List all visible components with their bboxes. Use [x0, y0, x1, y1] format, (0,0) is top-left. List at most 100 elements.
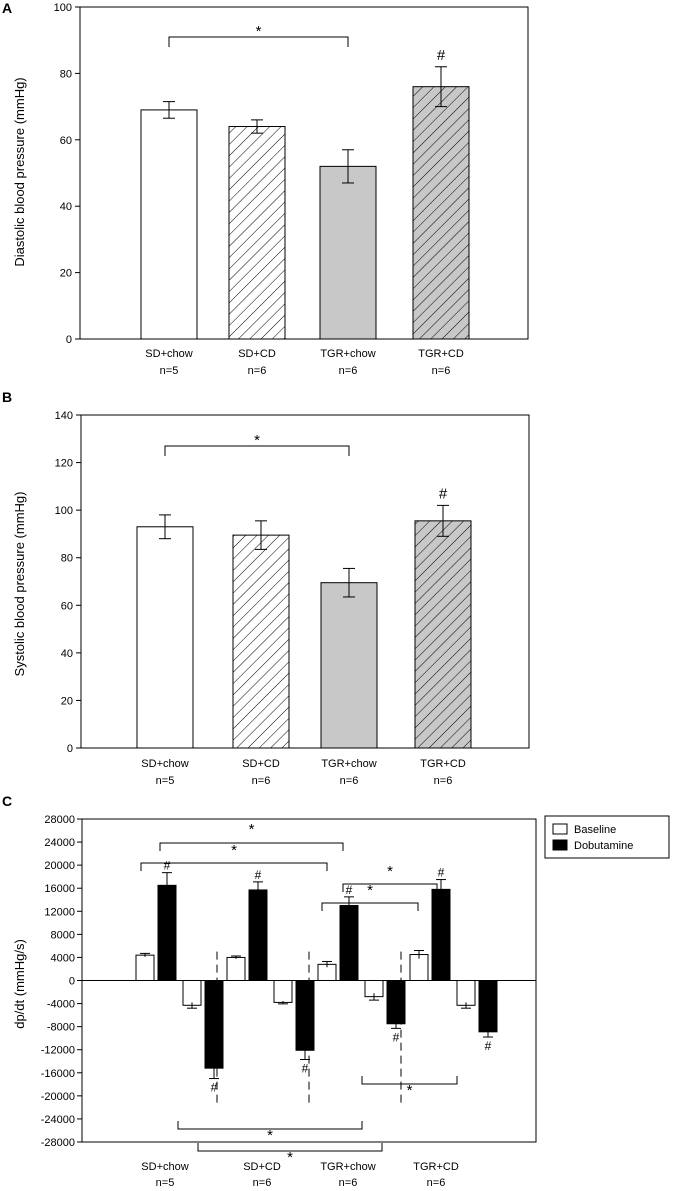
panel-b-y-axis-label: Systolic blood pressure (mmHg) [12, 492, 27, 677]
panel-c-legend-swatch-baseline [552, 823, 568, 835]
panel-c-hash-mark: # [164, 859, 171, 873]
panel-c-significance-star: * [267, 1127, 273, 1144]
panel-a-y-tick-label: 60 [60, 135, 72, 147]
panel-a-n-label: n=5 [160, 365, 179, 377]
panel-c-bar [339, 905, 359, 982]
panel-b-plot-frame [80, 414, 530, 749]
panel-c-y-tick-label: 0 [69, 976, 75, 988]
panel-b-y-tick-label: 20 [61, 695, 73, 707]
panel-c-significance-bracket [361, 1076, 458, 1085]
panel-b-chart: 0 20 40 60 80 100 120 140 SD+chow n=5 SD+CD n=6 TGR+… [55, 410, 530, 787]
panel-b-y-tick-label: 0 [67, 743, 73, 755]
panel-c-hash-mark: # [346, 883, 353, 897]
panel-c-y-tick-label: 8000 [51, 929, 75, 941]
panel-c-y-axis-label: dp/dt (mmHg/s) [12, 939, 27, 1029]
panel-a-bar [319, 165, 377, 340]
panel-b-category-label: TGR+CD [420, 758, 466, 770]
panel-b-bar [136, 526, 194, 749]
panel-a-category-label: SD+CD [238, 348, 276, 360]
panel-a-significance-star: * [256, 23, 262, 40]
panel-c-bar [431, 888, 451, 981]
panel-c-y-tick-label: 12000 [44, 906, 75, 918]
panel-a-category-label: TGR+CD [418, 348, 464, 360]
panel-b-y-tick-label: 40 [61, 648, 73, 660]
panel-c-legend-swatch-dobutamine [552, 839, 568, 851]
panel-b-category-label: SD+chow [141, 758, 188, 770]
panel-c-significance-bracket [177, 1121, 363, 1130]
panel-letter-b: B [2, 389, 12, 405]
panel-c-bar [226, 956, 246, 982]
panel-c-hash-mark: # [302, 1062, 309, 1076]
panel-c-n-label: n=6 [427, 1177, 446, 1189]
panel-c-bar [386, 980, 406, 1025]
panel-a-category-label: SD+chow [145, 348, 192, 360]
panel-c-significance-bracket [321, 902, 419, 911]
panel-a-y-tick-label: 20 [60, 268, 72, 280]
panel-b-hash-mark: # [439, 485, 448, 502]
panel-c-bar [135, 954, 155, 981]
panel-b-y-tick-label: 60 [61, 600, 73, 612]
panel-c-y-tick-label: -20000 [41, 1091, 75, 1103]
panel-c-bar [182, 980, 202, 1006]
panel-b-y-tick-label: 100 [55, 505, 73, 517]
panel-c-y-tick-label: 4000 [51, 952, 75, 964]
panel-c-significance-star: * [287, 1149, 293, 1166]
panel-c-significance-star: * [407, 1082, 413, 1099]
panel-a-n-label: n=6 [339, 365, 358, 377]
panel-a-n-label: n=6 [248, 365, 267, 377]
panel-c-significance-star: * [231, 842, 237, 859]
panel-letter-c: C [2, 793, 12, 809]
panel-c-category-label: TGR+CD [413, 1161, 459, 1173]
panel-c-legend-label-baseline: Baseline [574, 824, 616, 836]
panel-b-significance-star: * [254, 432, 260, 449]
panel-c-bar [204, 980, 224, 1069]
panel-c-y-tick-label: -16000 [41, 1068, 75, 1080]
panel-c-bar [295, 980, 315, 1051]
panel-c-bar [273, 980, 293, 1003]
panel-c-n-label: n=6 [253, 1177, 272, 1189]
panel-c-y-tick-label: 20000 [44, 860, 75, 872]
panel-a-chart: 0 20 40 60 80 100 SD+chow n=5 SD+CD n=6 TGR+chow n=… [54, 2, 529, 377]
panel-c-significance-star: * [249, 821, 255, 838]
panel-a-y-tick-label: 40 [60, 201, 72, 213]
panel-c-significance-star: * [387, 863, 393, 880]
panel-b-n-label: n=5 [156, 775, 175, 787]
panel-letter-a: A [2, 0, 12, 16]
panel-c-y-tick-label: -28000 [41, 1137, 75, 1149]
panel-b-bar [414, 520, 472, 749]
panel-c-y-tick-label: -8000 [47, 1022, 75, 1034]
panel-c-chart: 28000 24000 20000 16000 12000 8000 4000 0 -4000 -… [41, 814, 670, 1189]
panel-a-plot-frame [79, 6, 529, 340]
panel-c-significance-bracket [159, 842, 344, 851]
panel-c-n-label: n=6 [339, 1177, 358, 1189]
panel-c-y-tick-label: 28000 [44, 814, 75, 826]
panel-c-significance-star: * [367, 882, 373, 899]
panel-c-category-label: SD+CD [243, 1161, 281, 1173]
panel-c-y-tick-label: 24000 [44, 837, 75, 849]
panel-c-significance-bracket [342, 883, 438, 892]
panel-b-n-label: n=6 [252, 775, 271, 787]
panel-c-significance-bracket [140, 862, 328, 871]
panel-a-y-tick-label: 100 [54, 2, 72, 14]
panel-c-bar [456, 980, 476, 1006]
panel-c-y-tick-label: 16000 [44, 883, 75, 895]
panel-c-bar [157, 884, 177, 982]
panel-c-hash-mark: # [438, 866, 445, 880]
panel-b-bar [232, 534, 290, 749]
panel-c-bar [478, 980, 498, 1033]
panel-a-y-tick-label: 0 [66, 334, 72, 346]
panel-a-n-label: n=6 [432, 365, 451, 377]
panel-c-bar [248, 889, 268, 981]
panel-a-y-tick-label: 80 [60, 68, 72, 80]
panel-b-y-tick-label: 140 [55, 410, 73, 422]
panel-a-y-axis-label: Diastolic blood pressure (mmHg) [12, 77, 27, 266]
panel-b-y-tick-label: 120 [55, 458, 73, 470]
panel-b-n-label: n=6 [434, 775, 453, 787]
panel-c-category-label: SD+chow [141, 1161, 188, 1173]
panel-a-bar [228, 126, 286, 340]
panel-c-category-label: TGR+chow [320, 1161, 375, 1173]
panel-a-bar [140, 109, 198, 340]
panel-c-hash-mark: # [255, 868, 262, 882]
panel-b-y-tick-label: 80 [61, 553, 73, 565]
